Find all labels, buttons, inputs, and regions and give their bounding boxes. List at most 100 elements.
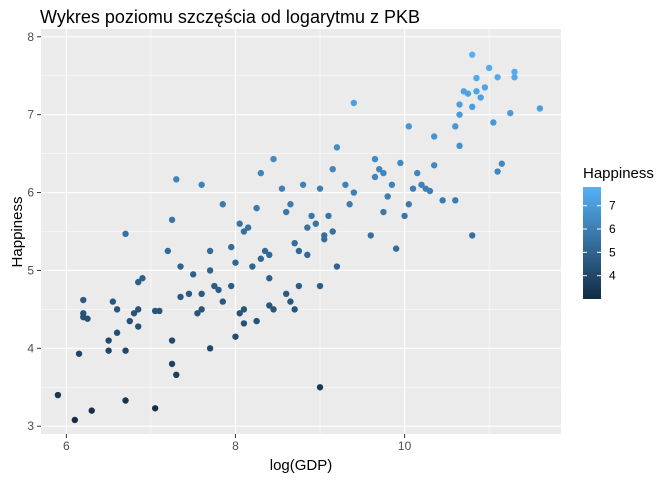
data-point: [439, 197, 446, 204]
data-point: [261, 247, 269, 255]
data-points: [54, 51, 544, 424]
data-point: [350, 189, 358, 196]
data-point: [430, 162, 438, 169]
data-point: [371, 173, 379, 181]
data-point: [321, 236, 328, 243]
data-point: [257, 255, 265, 262]
data-point: [164, 247, 172, 255]
data-point: [494, 168, 501, 175]
legend-tick-label: 7: [609, 199, 616, 213]
data-point: [325, 212, 332, 220]
data-point: [122, 397, 129, 404]
data-point: [206, 247, 214, 255]
data-point: [80, 296, 87, 304]
data-point: [477, 94, 484, 101]
data-point: [253, 317, 260, 325]
data-point: [426, 187, 434, 195]
x-tick-label: 8: [232, 439, 239, 453]
data-point: [236, 310, 243, 317]
data-point: [414, 169, 421, 177]
data-point: [215, 286, 222, 294]
data-point: [511, 74, 518, 81]
y-tick-label: 8: [27, 30, 34, 44]
data-point: [266, 251, 273, 259]
data-point: [130, 310, 138, 317]
data-point: [295, 282, 303, 290]
x-tick-label: 10: [398, 439, 412, 453]
data-point: [266, 302, 273, 309]
data-point: [333, 144, 341, 151]
data-point: [151, 405, 159, 412]
data-point: [342, 181, 349, 188]
x-axis-title: log(GDP): [270, 457, 333, 474]
data-point: [304, 251, 311, 259]
data-point: [219, 201, 226, 208]
data-point: [228, 243, 235, 251]
data-point: [456, 142, 463, 150]
data-point: [388, 181, 396, 188]
data-point: [185, 290, 193, 298]
data-point: [168, 216, 176, 224]
data-point: [473, 74, 480, 82]
data-point: [194, 310, 201, 317]
data-point: [135, 306, 142, 313]
x-tick-label: 6: [63, 439, 70, 453]
data-point: [122, 347, 129, 354]
data-point: [211, 282, 218, 290]
data-point: [490, 119, 497, 126]
x-axis-ticks: 6 8 10: [63, 434, 412, 453]
data-point: [312, 220, 319, 227]
data-point: [198, 181, 205, 188]
data-point: [109, 298, 117, 305]
data-point: [346, 201, 353, 208]
y-axis-ticks: 3 4 5 6 7 8: [27, 30, 41, 433]
data-point: [249, 263, 256, 270]
data-point: [304, 224, 311, 231]
data-point: [270, 306, 277, 313]
data-point: [401, 212, 408, 220]
data-point: [139, 275, 146, 282]
grid-major-lines: [41, 29, 561, 434]
data-point: [240, 306, 248, 313]
data-point: [206, 345, 214, 352]
grid-minor-lines: [41, 29, 561, 434]
data-point: [316, 185, 324, 192]
data-point: [452, 123, 459, 130]
data-point: [244, 224, 252, 231]
data-point: [405, 201, 413, 208]
legend-tick-label: 4: [609, 269, 616, 283]
data-point: [473, 88, 480, 95]
data-point: [173, 176, 180, 183]
y-tick-label: 7: [27, 108, 34, 122]
data-point: [168, 360, 176, 368]
legend-colorbar: [583, 187, 601, 299]
data-point: [291, 239, 298, 247]
data-point: [329, 228, 336, 235]
data-point: [219, 298, 226, 305]
data-point: [494, 74, 501, 81]
data-point: [236, 220, 243, 227]
y-tick-label: 4: [27, 341, 34, 355]
data-point: [384, 193, 391, 200]
data-point: [507, 109, 514, 117]
data-point: [498, 160, 506, 167]
data-point: [113, 329, 121, 336]
data-point: [456, 111, 463, 118]
data-point: [481, 84, 489, 91]
data-point: [316, 384, 324, 391]
data-point: [168, 337, 176, 344]
y-tick-label: 5: [27, 263, 34, 277]
data-point: [469, 232, 476, 239]
data-point: [173, 371, 180, 379]
data-point: [189, 271, 197, 278]
data-point: [278, 185, 286, 192]
data-point: [135, 278, 142, 286]
data-point: [464, 90, 472, 97]
data-point: [88, 407, 95, 414]
data-point: [329, 165, 336, 173]
data-point: [299, 181, 307, 188]
data-point: [380, 169, 387, 177]
data-point: [287, 298, 294, 305]
data-point: [283, 208, 290, 216]
